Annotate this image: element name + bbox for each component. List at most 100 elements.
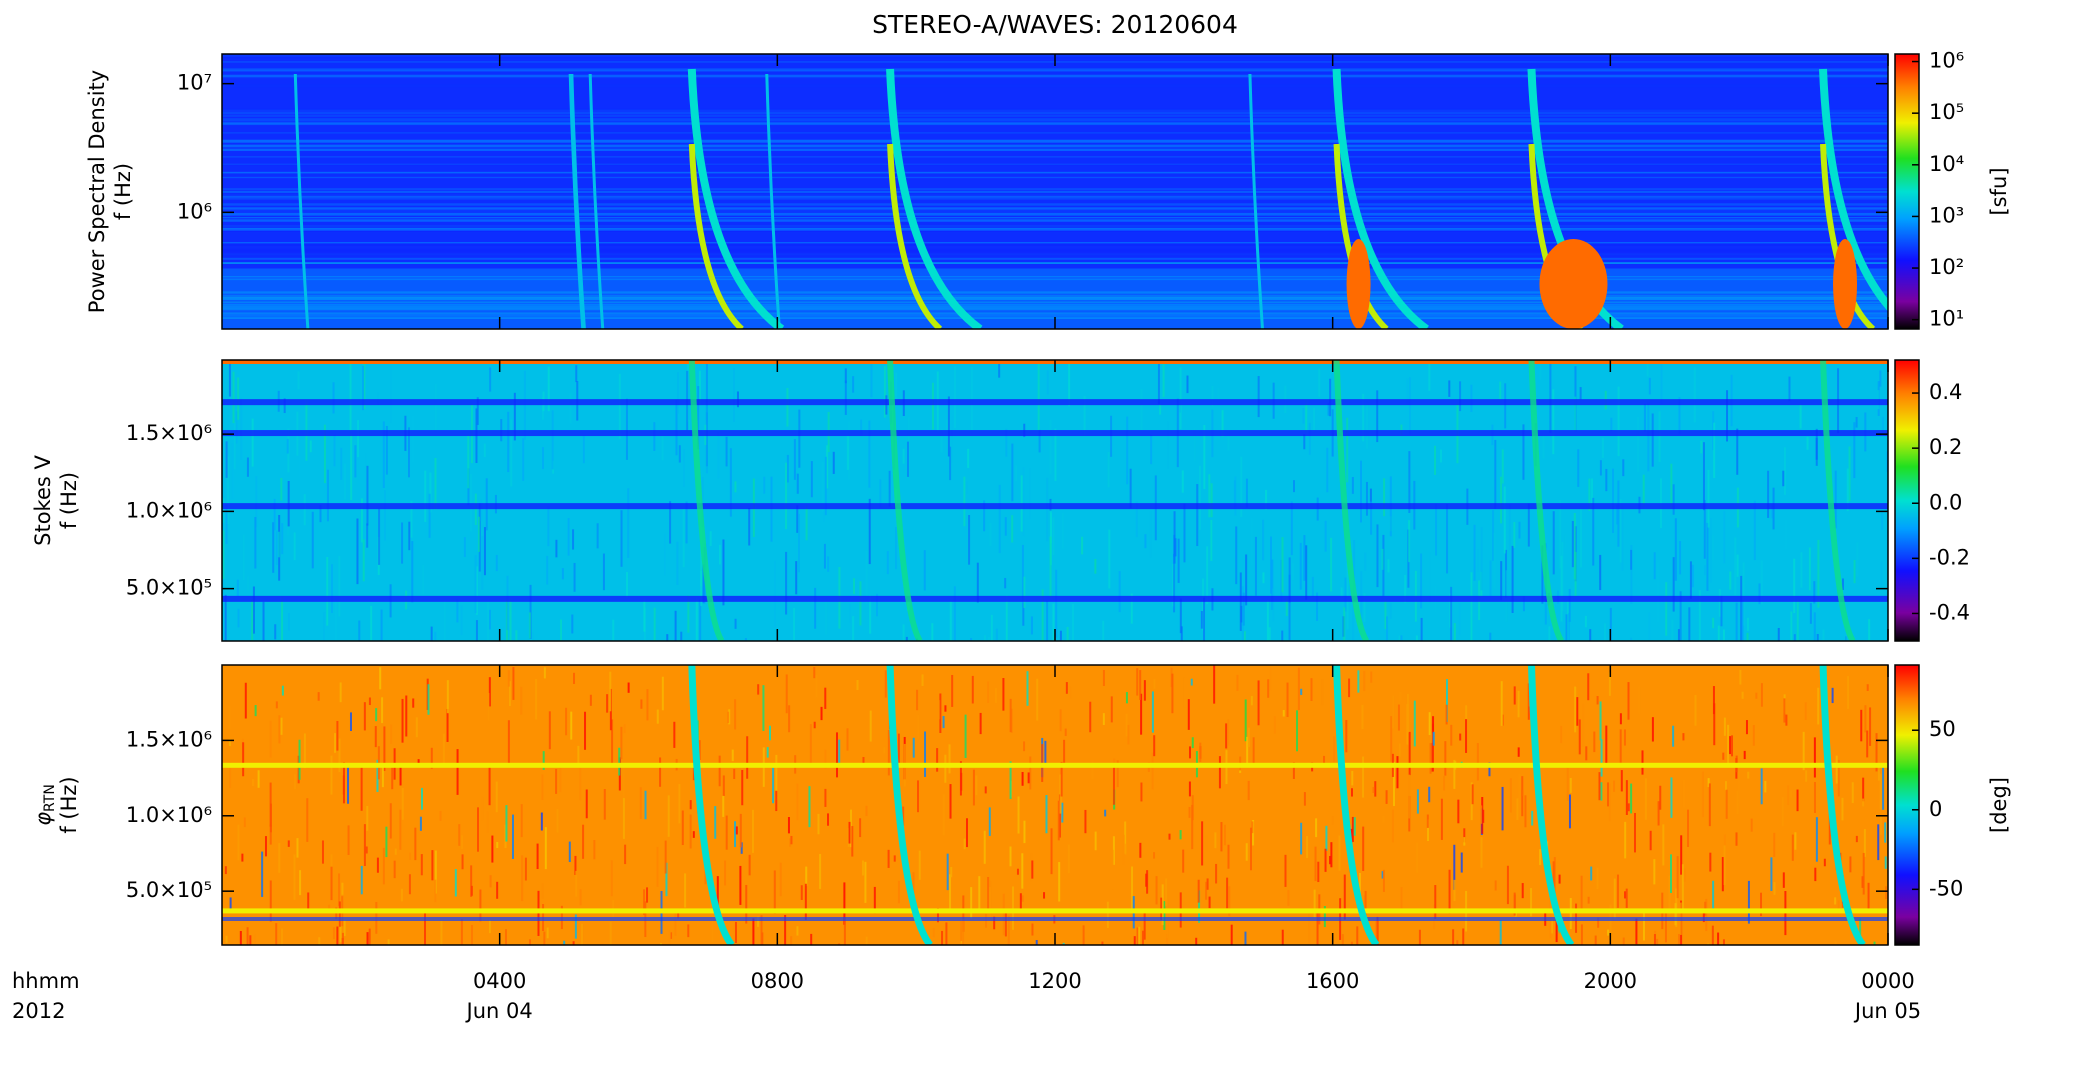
noise bbox=[1601, 437, 1604, 458]
background bbox=[222, 665, 1888, 945]
noise bbox=[787, 817, 790, 834]
noise bbox=[1102, 620, 1105, 641]
noise bbox=[602, 553, 605, 591]
noise bbox=[338, 556, 341, 617]
noise bbox=[1089, 701, 1092, 733]
noise bbox=[1375, 920, 1378, 945]
noise bbox=[480, 499, 483, 521]
noise bbox=[819, 853, 822, 889]
noise bbox=[1796, 789, 1799, 812]
noise bbox=[1390, 716, 1393, 762]
noise bbox=[975, 775, 978, 796]
noise bbox=[400, 888, 403, 902]
x-date-label: Jun 04 bbox=[465, 999, 533, 1023]
noise bbox=[1004, 909, 1007, 937]
noise bbox=[381, 697, 384, 724]
noise bbox=[338, 873, 341, 906]
noise bbox=[1506, 865, 1509, 905]
noise bbox=[603, 789, 606, 820]
noise bbox=[1456, 940, 1459, 945]
noise bbox=[700, 526, 703, 587]
noise bbox=[1250, 695, 1253, 706]
noise bbox=[1707, 943, 1710, 945]
stripe bbox=[222, 430, 1888, 437]
noise bbox=[1443, 775, 1446, 791]
noise bbox=[568, 841, 571, 863]
noise bbox=[1037, 363, 1040, 432]
noise bbox=[1236, 674, 1239, 691]
noise bbox=[751, 809, 754, 853]
colorbar-tick-label: -50 bbox=[1929, 876, 1963, 900]
noise bbox=[375, 708, 378, 722]
noise bbox=[1173, 511, 1176, 564]
noise bbox=[1723, 510, 1726, 564]
noise bbox=[439, 810, 442, 821]
noise bbox=[222, 203, 1888, 206]
noise bbox=[1208, 896, 1211, 909]
noise bbox=[1564, 534, 1567, 548]
noise bbox=[363, 362, 366, 409]
noise bbox=[1499, 381, 1502, 399]
noise bbox=[439, 944, 442, 945]
noise bbox=[1343, 874, 1346, 920]
noise bbox=[483, 443, 486, 458]
noise bbox=[1517, 690, 1520, 718]
noise bbox=[873, 886, 876, 914]
noise bbox=[1735, 832, 1738, 846]
noise bbox=[950, 416, 953, 463]
noise bbox=[1725, 789, 1728, 819]
noise bbox=[1168, 833, 1171, 840]
noise bbox=[401, 787, 404, 820]
noise bbox=[970, 367, 973, 431]
noise bbox=[338, 901, 341, 927]
noise bbox=[695, 597, 698, 641]
noise bbox=[1777, 627, 1780, 641]
noise bbox=[1140, 693, 1143, 735]
noise bbox=[1560, 725, 1563, 744]
noise bbox=[1613, 780, 1616, 792]
noise bbox=[921, 674, 924, 687]
noise bbox=[1658, 411, 1661, 463]
noise bbox=[382, 421, 385, 489]
noise bbox=[1136, 927, 1139, 945]
noise bbox=[824, 749, 827, 769]
noise bbox=[1317, 861, 1320, 883]
noise bbox=[1793, 634, 1796, 641]
noise bbox=[376, 857, 379, 873]
noise bbox=[378, 508, 381, 565]
noise bbox=[897, 880, 900, 904]
noise bbox=[1653, 552, 1656, 580]
noise bbox=[659, 757, 662, 787]
noise bbox=[1569, 898, 1572, 930]
noise bbox=[1208, 474, 1211, 518]
noise bbox=[884, 670, 887, 698]
noise bbox=[731, 749, 734, 762]
noise bbox=[1711, 535, 1714, 561]
noise bbox=[567, 518, 570, 556]
noise bbox=[1707, 469, 1710, 528]
noise bbox=[240, 397, 243, 460]
noise bbox=[823, 543, 826, 569]
noise bbox=[280, 928, 283, 945]
noise bbox=[543, 667, 546, 679]
noise bbox=[366, 932, 369, 945]
noise bbox=[618, 373, 621, 439]
noise bbox=[415, 717, 418, 738]
noise bbox=[808, 786, 811, 828]
noise bbox=[804, 883, 807, 921]
noise bbox=[1587, 896, 1590, 904]
noise bbox=[1205, 881, 1208, 900]
noise bbox=[366, 523, 369, 548]
noise bbox=[333, 434, 336, 467]
noise bbox=[1648, 612, 1651, 641]
noise bbox=[1023, 576, 1026, 608]
noise bbox=[1794, 832, 1797, 850]
noise bbox=[1448, 380, 1451, 397]
noise bbox=[1558, 874, 1561, 884]
noise bbox=[942, 715, 945, 729]
noise bbox=[748, 854, 751, 876]
noise bbox=[951, 674, 954, 707]
burst bbox=[1528, 360, 1565, 641]
noise bbox=[1071, 603, 1074, 641]
noise bbox=[1159, 404, 1162, 415]
